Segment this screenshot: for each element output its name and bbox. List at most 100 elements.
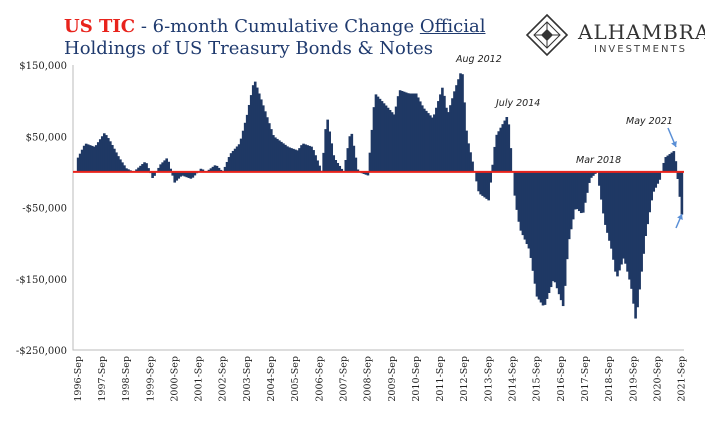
bar [290, 148, 293, 172]
bar [109, 141, 112, 172]
bar [467, 143, 470, 172]
annotation-label: Mar 2018 [576, 155, 621, 166]
bar [583, 171, 587, 203]
bar [638, 171, 641, 290]
bar [487, 171, 490, 201]
y-axis: $150,000 $50,000 -$50,000 -$150,000 -$250,00… [16, 61, 67, 357]
x-tick-label: 2006-Sep [314, 356, 325, 402]
bar [628, 171, 631, 280]
bar [620, 171, 623, 265]
bar [181, 171, 185, 176]
bar [400, 90, 404, 172]
chart-title: US TIC - 6-month Cumulative Change Offic… [64, 16, 486, 60]
bar [404, 92, 408, 172]
bar [569, 171, 573, 230]
bar [268, 123, 271, 172]
bar [575, 171, 579, 210]
x-tick-label: 2009-Sep [387, 356, 398, 402]
bar [272, 135, 275, 172]
x-tick-label: 2013-Sep [483, 356, 494, 402]
bar [592, 171, 595, 176]
bar [167, 161, 170, 172]
bar [185, 171, 189, 178]
bar [416, 97, 420, 172]
bar [139, 165, 142, 172]
bar [581, 171, 585, 213]
bar [151, 171, 154, 179]
bar [362, 171, 366, 174]
bar [533, 171, 537, 284]
x-tick-label: 2008-Sep [363, 356, 374, 402]
bar [159, 164, 162, 172]
bar [561, 171, 565, 307]
bar [447, 112, 450, 172]
bar [308, 145, 311, 172]
bar [249, 95, 253, 172]
bar [461, 74, 464, 172]
bar [549, 171, 553, 288]
bar [571, 171, 575, 220]
bar [654, 171, 658, 188]
bar [94, 145, 98, 172]
bar [288, 147, 291, 172]
bar [670, 152, 674, 172]
bar [610, 171, 613, 249]
annotation-label: Sept [662, 234, 685, 245]
bar [652, 171, 656, 192]
bar [567, 171, 571, 240]
bar [213, 165, 217, 172]
bar [406, 93, 410, 172]
bar [485, 171, 488, 199]
bar [266, 117, 269, 172]
x-tick-label: 2017-Sep [580, 356, 591, 402]
bar [668, 154, 672, 172]
bar [169, 168, 173, 172]
bar [284, 144, 287, 172]
x-tick-label: 2020-Sep [652, 356, 663, 402]
bar [336, 162, 340, 172]
bar [223, 166, 227, 172]
y-tick-label: -$150,000 [16, 275, 67, 286]
x-tick-label: 2015-Sep [532, 356, 543, 402]
bar [481, 171, 484, 196]
bar [201, 169, 205, 172]
bar [577, 171, 581, 212]
x-tick-label: 2011-Sep [435, 356, 446, 402]
bar [646, 171, 649, 225]
bar [392, 114, 396, 172]
bar [183, 171, 187, 177]
bar [618, 171, 621, 271]
logo-name: ALHAMBRA [578, 20, 705, 44]
bar [227, 157, 231, 172]
bar [310, 146, 313, 172]
bar [173, 171, 177, 183]
bar [614, 171, 617, 272]
bar [477, 171, 480, 192]
bar [257, 93, 261, 172]
bar [304, 144, 307, 172]
bar [386, 107, 390, 172]
x-tick-label: 1999-Sep [145, 356, 156, 402]
bar [531, 171, 535, 271]
x-axis: 1996-Sep 1997-Sep 1998-Sep 1999-Sep 2000-Sep… [73, 356, 688, 402]
bar [664, 157, 668, 172]
bar [84, 143, 88, 172]
bar [443, 95, 446, 172]
bar [259, 99, 263, 172]
bar [98, 139, 102, 172]
bar [650, 171, 654, 201]
bar [501, 124, 505, 172]
bar [354, 157, 358, 172]
bar [314, 155, 317, 172]
bar [429, 115, 432, 172]
x-tick-label: 1998-Sep [121, 356, 132, 402]
bar [678, 171, 682, 197]
y-axis-unit-label: millions of $s [78, 338, 144, 349]
bar [245, 114, 249, 172]
bar [519, 171, 523, 231]
bar [600, 171, 603, 200]
bar [408, 93, 412, 172]
annotations: Aug 2012 July 2014 Mar 2018 May 2021 Sept'21 [455, 54, 685, 257]
bar [143, 162, 146, 172]
bar [231, 150, 235, 172]
